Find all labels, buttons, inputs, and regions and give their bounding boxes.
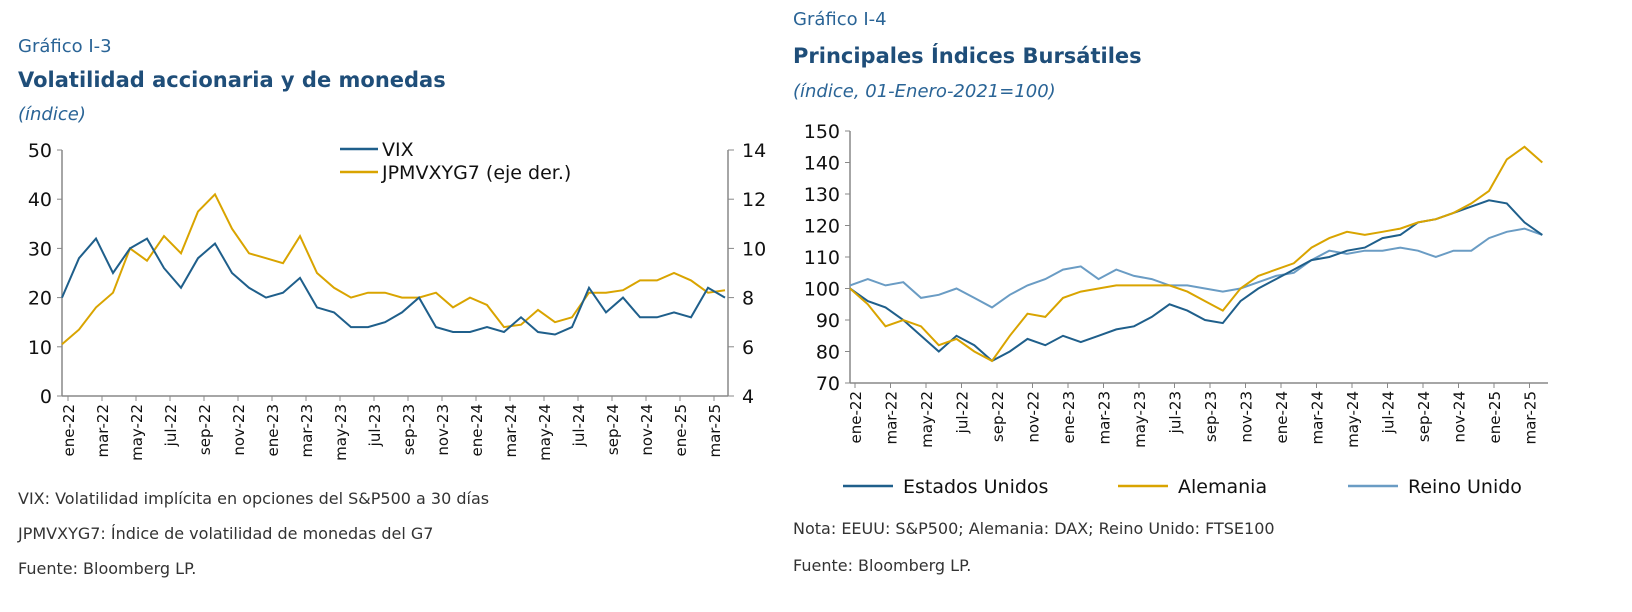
left-source: Fuente: Bloomberg LP. — [18, 559, 197, 578]
right-y-tick-label: 130 — [804, 184, 840, 206]
left-y-tick-label: 10 — [28, 337, 52, 359]
left-x-tick-label: mar-25 — [706, 404, 724, 458]
legend-label-vix: VIX — [382, 139, 414, 161]
right-x-tick-label: sep-22 — [989, 391, 1007, 442]
left-y-tick-label: 40 — [28, 189, 52, 211]
right-y-tick-label: 140 — [804, 153, 840, 175]
right-source: Fuente: Bloomberg LP. — [793, 556, 972, 575]
line-vix — [61, 236, 726, 336]
right-x-tick-label: jul-24 — [1380, 391, 1398, 434]
right-x-tick-label: ene-22 — [847, 391, 865, 443]
left-chart-label: Gráfico I-3 — [18, 36, 112, 57]
left-y-tick-label: 50 — [28, 140, 52, 162]
legend-alemania-label: Alemania — [1178, 476, 1267, 498]
line-jpmvxyg7 — [61, 192, 726, 346]
left-x-tick-label: may-23 — [332, 404, 350, 461]
left-chart-subtitle: (índice) — [18, 104, 86, 125]
left-x-tick-label: sep-22 — [196, 404, 214, 455]
line-estados-unidos — [849, 199, 1543, 363]
line-alemania — [849, 145, 1543, 363]
left-x-tick-label: jul-23 — [366, 404, 384, 447]
right-x-tick-label: nov-24 — [1451, 391, 1469, 443]
right-y-tick-label: 120 — [804, 216, 840, 238]
right-chart-title: Principales Índices Bursátiles — [793, 44, 1142, 68]
left-x-tick-label: may-22 — [128, 404, 146, 461]
left-x-tick-label: nov-24 — [638, 404, 656, 456]
right-x-tick-label: mar-25 — [1522, 391, 1540, 445]
line-reino-unido — [849, 227, 1543, 309]
right-y-tick-label: 110 — [804, 247, 840, 269]
right-y-tick-label: 150 — [804, 121, 840, 143]
left-y-tick-label: 30 — [28, 238, 52, 260]
left-chart-title: Volatilidad accionaria y de monedas — [18, 68, 446, 92]
right-x-tick-label: may-23 — [1131, 391, 1149, 448]
left-x-tick-label: ene-24 — [468, 404, 486, 456]
right-y-tick-label: 70 — [816, 373, 840, 395]
left-y2-tick-label: 12 — [742, 189, 766, 211]
right-chart-subtitle: (índice, 01-Enero-2021=100) — [793, 81, 1056, 102]
left-x-tick-label: mar-24 — [502, 404, 520, 458]
left-x-tick-label: may-24 — [536, 404, 554, 461]
right-x-tick-label: may-24 — [1344, 391, 1362, 448]
left-x-tick-label: ene-25 — [672, 404, 690, 456]
legend-reino-unido-label: Reino Unido — [1408, 476, 1522, 498]
left-note-vix: VIX: Volatilidad implícita en opciones d… — [18, 489, 490, 508]
right-y-tick-label: 90 — [816, 310, 840, 332]
left-x-tick-label: mar-23 — [298, 404, 316, 458]
left-x-tick-label: ene-23 — [264, 404, 282, 456]
right-x-tick-label: ene-25 — [1486, 391, 1504, 443]
right-x-tick-label: mar-22 — [883, 391, 901, 445]
left-x-tick-label: mar-22 — [94, 404, 112, 458]
right-x-tick-label: jul-23 — [1167, 391, 1185, 434]
left-y2-tick-label: 10 — [742, 238, 766, 260]
right-x-tick-label: jul-22 — [954, 391, 972, 434]
legend-estados-unidos-label: Estados Unidos — [903, 476, 1048, 498]
right-x-tick-label: nov-23 — [1238, 391, 1256, 443]
left-x-tick-label: nov-23 — [434, 404, 452, 456]
right-x-tick-label: sep-24 — [1415, 391, 1433, 442]
right-note: Nota: EEUU: S&P500; Alemania: DAX; Reino… — [793, 519, 1275, 538]
right-x-tick-label: ene-24 — [1273, 391, 1291, 443]
left-x-tick-label: sep-24 — [604, 404, 622, 455]
left-x-tick-label: jul-24 — [570, 404, 588, 447]
right-x-tick-label: sep-23 — [1202, 391, 1220, 442]
right-y-tick-label: 80 — [816, 342, 840, 364]
left-y2-tick-label: 6 — [742, 337, 754, 359]
right-chart-label: Gráfico I-4 — [793, 9, 887, 30]
right-x-tick-label: ene-23 — [1060, 391, 1078, 443]
left-x-tick-label: ene-22 — [60, 404, 78, 456]
left-y2-tick-label: 14 — [742, 140, 766, 162]
right-x-tick-label: mar-24 — [1309, 391, 1327, 445]
right-x-tick-label: may-22 — [918, 391, 936, 448]
left-y-tick-label: 20 — [28, 288, 52, 310]
right-x-tick-label: mar-23 — [1096, 391, 1114, 445]
left-x-tick-label: sep-23 — [400, 404, 418, 455]
left-y2-tick-label: 4 — [742, 386, 754, 408]
left-x-tick-label: jul-22 — [162, 404, 180, 447]
left-y2-tick-label: 8 — [742, 288, 754, 310]
left-y-tick-label: 0 — [40, 386, 52, 408]
legend-label-jpm: JPMVXYG7 (eje der.) — [381, 162, 571, 184]
left-x-tick-label: nov-22 — [230, 404, 248, 456]
right-y-tick-label: 100 — [804, 279, 840, 301]
left-note-jpm: JPMVXYG7: Índice de volatilidad de moned… — [18, 524, 434, 543]
right-x-tick-label: nov-22 — [1025, 391, 1043, 443]
